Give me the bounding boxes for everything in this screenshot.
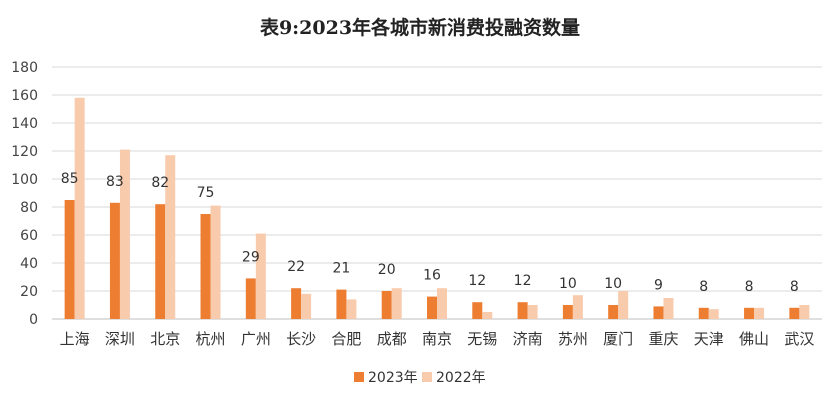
bar-2022-14 <box>708 309 719 319</box>
bar-2022-3 <box>210 205 221 319</box>
x-category-label: 天津 <box>694 330 724 348</box>
data-label: 20 <box>378 262 396 278</box>
bar-2023-2 <box>155 204 166 319</box>
bar-2022-0 <box>74 97 85 319</box>
legend-label-2023: 2023年 <box>368 370 418 386</box>
data-label: 16 <box>423 268 441 284</box>
x-category-label: 无锡 <box>467 330 497 348</box>
data-label: 8 <box>745 279 754 295</box>
bar-2023-5 <box>291 288 302 319</box>
chart-title: 表9:2023年各城市新消费投融资数量 <box>260 16 580 39</box>
data-label: 9 <box>654 277 663 293</box>
bar-2022-8 <box>437 288 447 319</box>
legend-swatch-2023 <box>354 372 364 382</box>
bar-2022-12 <box>618 291 629 319</box>
data-label: 10 <box>604 276 622 292</box>
bar-2022-7 <box>391 288 402 319</box>
bar-2022-6 <box>346 299 357 319</box>
bar-2023-16 <box>789 307 800 319</box>
bar-2023-7 <box>381 291 392 319</box>
bar-2022-9 <box>482 312 493 319</box>
data-label: 8 <box>790 279 799 295</box>
y-tick-label: 80 <box>20 200 38 216</box>
x-category-label: 长沙 <box>286 330 316 348</box>
bar-2022-11 <box>572 295 583 319</box>
x-category-label: 上海 <box>60 330 90 348</box>
x-category-label: 北京 <box>150 330 180 348</box>
legend: 2023年 2022年 <box>354 370 486 386</box>
data-label: 12 <box>514 273 532 289</box>
data-label: 10 <box>559 276 577 292</box>
y-tick-label: 100 <box>11 172 38 188</box>
data-label: 12 <box>468 273 486 289</box>
data-label: 22 <box>287 259 305 275</box>
bar-2023-8 <box>427 296 437 319</box>
bar-2023-14 <box>698 307 709 319</box>
bar-2023-12 <box>608 305 619 319</box>
x-axis-categories: 上海 深圳 北京 杭州 广州 长沙 合肥 成都 南京 无锡 济南 苏州 厦门 重庆 天津 佛山 武汉 <box>60 330 815 348</box>
legend-label-2022: 2022年 <box>436 370 486 386</box>
y-tick-label: 60 <box>20 228 38 244</box>
data-label: 85 <box>61 171 79 187</box>
bar-2023-10 <box>517 302 528 319</box>
gridlines <box>52 66 822 320</box>
data-label: 75 <box>197 185 215 201</box>
bar-2023-15 <box>744 307 755 319</box>
x-category-label: 广州 <box>241 330 271 348</box>
bar-2023-11 <box>562 305 573 319</box>
y-tick-label: 40 <box>20 256 38 272</box>
y-tick-label: 160 <box>11 88 38 104</box>
bar-2022-2 <box>165 155 176 319</box>
bar-2023-3 <box>200 214 211 319</box>
y-tick-label: 180 <box>11 60 38 76</box>
data-labels: 85 83 82 75 29 22 21 20 16 12 12 10 10 9 8 8 8 <box>61 171 799 295</box>
x-category-label: 南京 <box>422 330 452 348</box>
x-category-label: 济南 <box>513 330 543 348</box>
bar-2023-9 <box>472 302 483 319</box>
bar-2023-0 <box>64 200 75 319</box>
bar-2023-6 <box>336 289 347 319</box>
bar-2023-4 <box>245 278 256 319</box>
y-tick-label: 20 <box>20 284 38 300</box>
bar-2022-13 <box>663 298 674 319</box>
data-label: 82 <box>151 175 169 191</box>
bar-2022-15 <box>754 307 765 319</box>
x-category-label: 武汉 <box>784 330 814 348</box>
bar-2023-13 <box>653 306 664 319</box>
bar-2023-1 <box>109 202 120 319</box>
x-category-label: 成都 <box>377 330 407 348</box>
bar-2022-5 <box>301 293 312 319</box>
y-tick-label: 120 <box>11 144 38 160</box>
x-category-label: 苏州 <box>558 330 588 348</box>
y-tick-label: 0 <box>29 312 38 328</box>
bars <box>64 97 810 319</box>
y-tick-label: 140 <box>11 116 38 132</box>
x-category-label: 杭州 <box>196 330 226 348</box>
x-category-label: 合肥 <box>331 330 361 348</box>
x-category-label: 深圳 <box>105 330 135 348</box>
data-label: 8 <box>699 279 708 295</box>
bar-2022-1 <box>119 149 130 319</box>
data-label: 83 <box>106 174 124 190</box>
bar-2022-16 <box>799 305 810 319</box>
x-category-label: 厦门 <box>603 330 633 348</box>
data-label: 29 <box>242 249 260 265</box>
bar-2022-10 <box>527 305 538 319</box>
x-category-label: 佛山 <box>739 330 769 348</box>
bar-2022-4 <box>255 233 266 319</box>
legend-swatch-2022 <box>422 372 432 382</box>
x-category-label: 重庆 <box>648 330 678 348</box>
y-axis-ticks: 0 20 40 60 80 100 120 140 160 180 <box>11 60 38 328</box>
data-label: 21 <box>332 261 350 277</box>
